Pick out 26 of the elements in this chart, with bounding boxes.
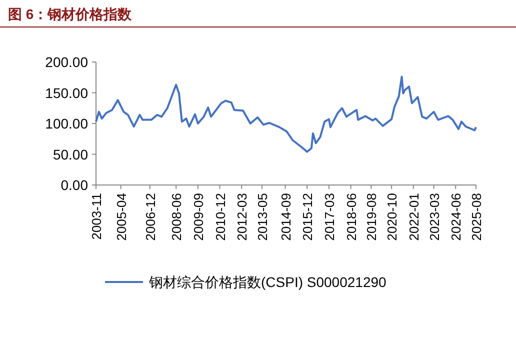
y-tick-label: 100.00 bbox=[45, 116, 88, 132]
legend-label: 钢材综合价格指数(CSPI) S000021290 bbox=[148, 274, 387, 290]
x-tick-label: 2008-06 bbox=[169, 193, 184, 241]
x-tick-label: 2022-01 bbox=[406, 193, 422, 241]
x-tick-label: 2012-03 bbox=[234, 193, 250, 241]
x-tick-label: 2009-09 bbox=[190, 193, 206, 241]
chart-title: 图 6：钢材价格指数 bbox=[8, 6, 133, 22]
x-tick-label: 2024-06 bbox=[448, 193, 464, 241]
y-tick-label: 150.00 bbox=[45, 84, 88, 101]
x-tick-label: 2019-08 bbox=[364, 193, 380, 241]
x-tick-label: 2014-09 bbox=[278, 193, 294, 241]
y-tick-label: 0.00 bbox=[60, 177, 88, 193]
x-tick-label: 2013-05 bbox=[254, 193, 270, 241]
x-tick-label: 2006-12 bbox=[142, 193, 158, 241]
x-tick-label: 2015-12 bbox=[300, 193, 316, 241]
x-tick-label: 2025-08 bbox=[469, 193, 484, 241]
x-tick-label: 2018-06 bbox=[344, 193, 359, 241]
y-tick-label: 200.00 bbox=[45, 54, 88, 70]
x-tick-label: 2010-12 bbox=[212, 193, 228, 241]
x-tick-label: 2003-11 bbox=[89, 193, 104, 240]
x-tick-label: 2020-10 bbox=[384, 193, 400, 241]
x-tick-label: 2023-03 bbox=[426, 193, 442, 241]
x-tick-label: 2017-03 bbox=[322, 193, 337, 241]
legend: 钢材综合价格指数(CSPI) S000021290 bbox=[105, 274, 386, 290]
y-tick-label: 50.00 bbox=[52, 146, 88, 162]
x-tick-label: 2005-04 bbox=[114, 193, 129, 241]
